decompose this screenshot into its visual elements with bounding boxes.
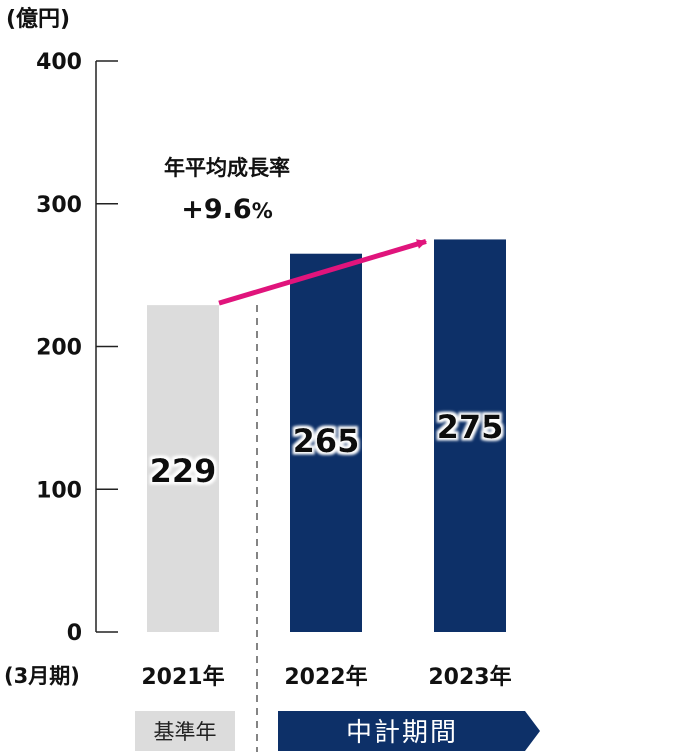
x-tick-label: 2023年 (428, 664, 511, 690)
growth-arrow (218, 239, 427, 306)
bar-value-label: 229 (150, 452, 217, 490)
bar-value-label: 265 (293, 422, 360, 460)
y-unit-label: (億円) (6, 6, 70, 32)
growth-annotation-title: 年平均成長率 (164, 156, 290, 180)
bars: 229 265 275 (147, 239, 506, 632)
plan-period-arrow (278, 711, 540, 751)
bar-2022年 (290, 253, 362, 632)
y-ticks: 0 100 200 300 400 (36, 50, 118, 646)
x-axis-label: (3月期) (4, 664, 80, 688)
bar-2021年 (147, 305, 219, 632)
growth-annotation-number: +9.6 (181, 194, 251, 225)
base-year-box (135, 711, 235, 751)
y-tick-label: 200 (36, 336, 82, 361)
x-tick-label: 2022年 (284, 664, 367, 690)
plan-period-label: 中計期間 (346, 718, 458, 748)
y-tick-label: 100 (36, 478, 82, 503)
growth-annotation-percent: % (252, 199, 273, 223)
y-tick-label: 400 (36, 50, 82, 75)
growth-annotation-value: +9.6% (181, 194, 273, 225)
y-tick-label: 0 (67, 621, 82, 646)
y-tick-label: 300 (36, 193, 82, 218)
x-tick-labels: 2021年 2022年 2023年 (141, 664, 511, 690)
x-tick-label: 2021年 (141, 664, 224, 690)
bar-2023年 (434, 239, 506, 632)
bar-value-label: 275 (437, 408, 504, 446)
base-year-label: 基準年 (154, 720, 217, 744)
